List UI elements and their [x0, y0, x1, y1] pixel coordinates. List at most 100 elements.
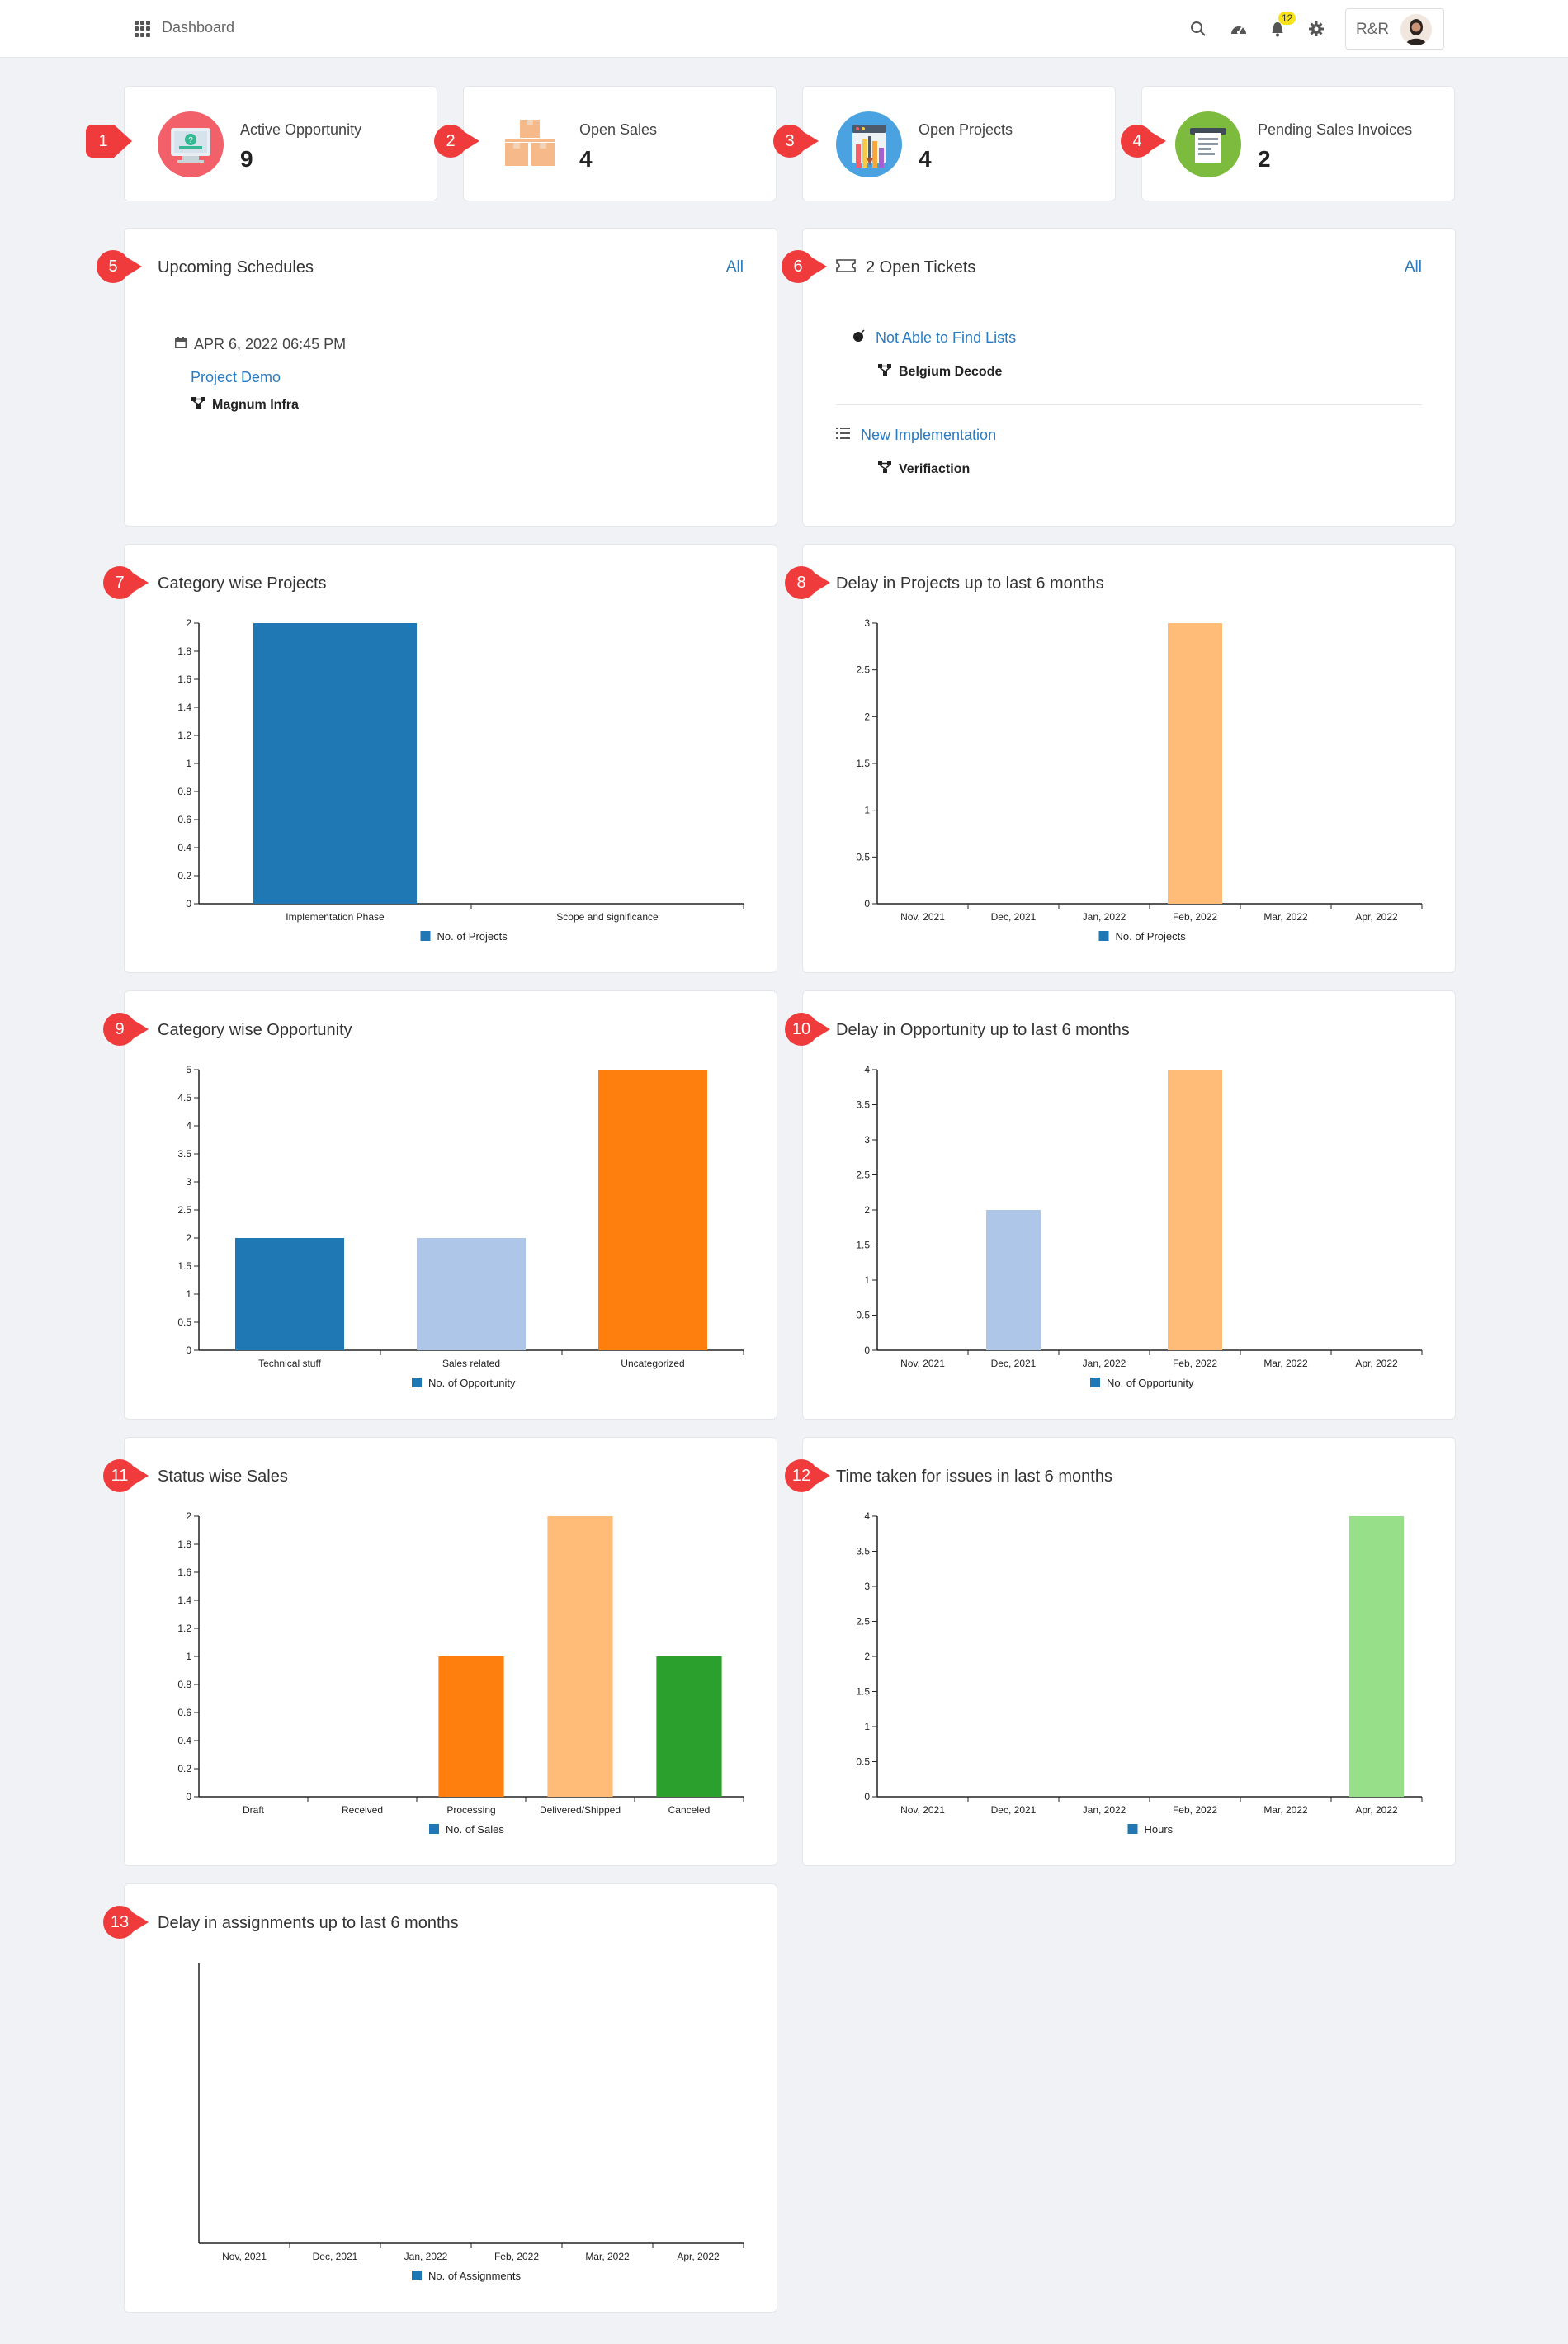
page-title[interactable]: Dashboard: [162, 19, 235, 35]
x-tick-label: Mar, 2022: [1263, 1804, 1308, 1816]
x-tick-label: Received: [342, 1804, 383, 1816]
y-tick-label: 1: [864, 1274, 870, 1286]
chart-card-status-sales: Status wise Sales 0 0.2 0.4 0.6 0.8 1 1.2 1.4 1.…: [124, 1437, 777, 1866]
chart-title: Delay in Projects up to last 6 months: [836, 574, 1104, 593]
y-tick-label: 0: [864, 898, 870, 910]
ticket-title-link[interactable]: Not Able to Find Lists: [876, 329, 1017, 346]
x-tick-label: Apr, 2022: [677, 2251, 720, 2262]
chart-card-delay-assignments: Delay in assignments up to last 6 months…: [124, 1883, 777, 2313]
bar: [656, 1656, 722, 1797]
ticket-title-link[interactable]: New Implementation: [861, 427, 997, 443]
schedule-date: APR 6, 2022 06:45 PM: [174, 336, 346, 353]
y-tick-label: 1.6: [177, 1567, 191, 1578]
y-tick-label: 4: [186, 1120, 191, 1132]
y-tick-label: 0.5: [177, 1316, 191, 1328]
y-tick-label: 3: [186, 1176, 191, 1188]
organization-icon: [877, 363, 892, 380]
bar: [253, 623, 417, 904]
gear-icon[interactable]: [1304, 17, 1329, 41]
y-tick-label: 4: [864, 1510, 870, 1522]
y-tick-label: 0.4: [177, 1735, 191, 1746]
x-tick-label: Feb, 2022: [1173, 1358, 1217, 1369]
x-tick-label: Feb, 2022: [494, 2251, 539, 2262]
x-tick-label: Jan, 2022: [1083, 1358, 1126, 1369]
callout-marker: 12: [784, 1459, 830, 1492]
y-tick-label: 1.5: [856, 1686, 870, 1698]
y-tick-label: 0: [864, 1791, 870, 1803]
apps-grid-icon[interactable]: [135, 21, 151, 37]
bar-chart: 0 0.2 0.4 0.6 0.8 1 1.2 1.4 1.6 1.8 2 Draft Received…: [177, 1510, 744, 1836]
organization-icon: [877, 461, 892, 478]
legend-swatch: [412, 2271, 422, 2280]
y-tick-label: 2: [864, 1651, 870, 1662]
schedule-name-link[interactable]: Project Demo: [191, 369, 281, 385]
stat-card-open-projects[interactable]: Open Projects 4: [802, 86, 1116, 201]
chart-card-category-opportunity: Category wise Opportunity 0 0.5 1 1.5 2 2.5 3 3…: [124, 990, 777, 1420]
legend-label: No. of Sales: [446, 1823, 504, 1836]
y-tick-label: 2.5: [856, 1616, 870, 1628]
y-tick-label: 3: [864, 1134, 870, 1146]
bar: [1168, 623, 1222, 904]
stat-label: Pending Sales Invoices: [1258, 121, 1413, 138]
monitor-icon: ?: [158, 111, 224, 177]
legend-swatch: [429, 1824, 439, 1834]
y-tick-label: 1: [186, 758, 191, 769]
x-tick-label: Delivered/Shipped: [540, 1804, 621, 1816]
x-tick-label: Implementation Phase: [286, 911, 385, 923]
y-tick-label: 2.5: [177, 1204, 191, 1216]
callout-marker: 7: [102, 566, 149, 599]
chart-title: Delay in Opportunity up to last 6 months: [836, 1021, 1130, 1039]
bar-chart: 0 0.5 1 1.5 2 2.5 3 3.5 4 4.5 5 Technical stuff Sale…: [177, 1064, 744, 1389]
chart-title: Category wise Opportunity: [158, 1021, 352, 1039]
stat-card-pending-sales-invoices[interactable]: Pending Sales Invoices 2: [1141, 86, 1455, 201]
y-tick-label: 1.2: [177, 1623, 191, 1634]
legend-label: Hours: [1145, 1823, 1174, 1836]
x-tick-label: Nov, 2021: [900, 1804, 945, 1816]
legend-swatch: [1098, 931, 1109, 941]
tickets-all-link[interactable]: All: [1404, 258, 1422, 276]
stat-card-open-sales[interactable]: Open Sales 4: [463, 86, 777, 201]
callout-marker: 3: [772, 125, 819, 158]
x-tick-label: Processing: [446, 1804, 495, 1816]
ticket-item[interactable]: New Implementation: [836, 427, 996, 444]
x-tick-label: Apr, 2022: [1355, 1804, 1398, 1816]
stat-card-active-opportunity[interactable]: ? Active Opportunity 9: [124, 86, 437, 201]
callout-marker: 10: [784, 1013, 830, 1046]
boxes-icon: [497, 111, 563, 177]
y-tick-label: 2: [186, 617, 191, 629]
y-tick-label: 0.4: [177, 842, 191, 853]
callout-marker: 4: [1120, 125, 1166, 158]
speedometer-icon[interactable]: [1226, 17, 1251, 41]
legend-label: No. of Opportunity: [428, 1377, 516, 1389]
x-tick-label: Sales related: [442, 1358, 500, 1369]
stat-label: Open Sales: [579, 121, 658, 138]
bar: [598, 1070, 707, 1350]
y-tick-label: 2: [186, 1232, 191, 1244]
legend-swatch: [412, 1378, 422, 1387]
y-tick-label: 1: [186, 1288, 191, 1300]
y-tick-label: 1: [186, 1651, 191, 1662]
search-icon[interactable]: [1186, 17, 1211, 41]
ticket-item[interactable]: Not Able to Find Lists: [852, 329, 1016, 347]
divider: [836, 404, 1422, 405]
y-tick-label: 5: [186, 1064, 191, 1075]
x-tick-label: Mar, 2022: [1263, 1358, 1308, 1369]
y-tick-label: 0: [186, 1791, 191, 1803]
stat-label: Open Projects: [919, 121, 1013, 138]
user-menu[interactable]: R&R: [1345, 8, 1444, 50]
x-tick-label: Feb, 2022: [1173, 911, 1217, 923]
legend-label: No. of Projects: [1116, 930, 1187, 943]
open-tickets-title: 2 Open Tickets: [866, 258, 976, 276]
y-tick-label: 2.5: [856, 1170, 870, 1181]
schedules-all-link[interactable]: All: [725, 258, 744, 276]
y-tick-label: 1.5: [856, 1240, 870, 1251]
x-tick-label: Nov, 2021: [900, 911, 945, 923]
chart-card-category-projects: Category wise Projects 0 0.2 0.4 0.6 0.8 1 1.2…: [124, 544, 777, 973]
notification-bell-icon[interactable]: 12: [1265, 12, 1296, 41]
bar-chart: Nov, 2021 Dec, 2021 Jan, 2022 Feb, 2022 Mar,…: [198, 1963, 744, 2282]
y-tick-label: 0: [186, 898, 191, 910]
x-tick-label: Uncategorized: [621, 1358, 684, 1369]
y-tick-label: 3: [864, 1581, 870, 1592]
callout-marker: 11: [102, 1459, 149, 1492]
